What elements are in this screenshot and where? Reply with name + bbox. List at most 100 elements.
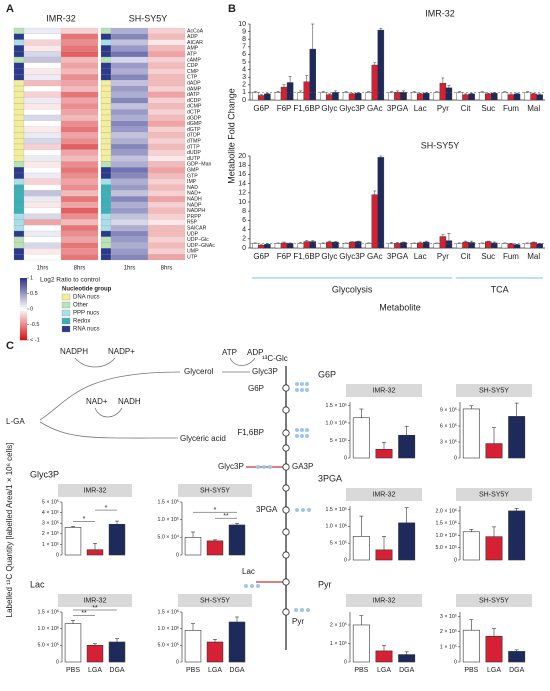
x-tick-label: Glyc bbox=[321, 252, 337, 261]
chart-header-label: SH-SY5Y bbox=[200, 487, 230, 494]
group-cell bbox=[13, 225, 25, 232]
y-tick-label: 5.0 × 10⁵ bbox=[436, 545, 458, 551]
legend-label: RNA nucs bbox=[73, 327, 100, 333]
heat-cell bbox=[110, 167, 149, 174]
y-tick-label: 2 bbox=[242, 236, 246, 243]
y-tick-label: 8 bbox=[242, 208, 246, 215]
heat-cell bbox=[147, 225, 186, 232]
bar bbox=[410, 243, 418, 249]
heat-cell bbox=[23, 225, 62, 232]
group-cell bbox=[13, 109, 25, 116]
row-label: CMP bbox=[187, 69, 199, 75]
y-tick-label: 0 bbox=[344, 557, 347, 563]
cofactor-label: NADH bbox=[118, 397, 141, 406]
column-label: 1hrs bbox=[124, 266, 136, 272]
legend-label: Redox bbox=[73, 319, 90, 325]
y-tick-label: 5.0 × 10⁵ bbox=[158, 643, 180, 649]
heat-cell bbox=[110, 196, 149, 203]
bar bbox=[342, 243, 350, 249]
group-cell bbox=[13, 33, 25, 40]
heat-cell bbox=[147, 207, 186, 214]
heat-cell bbox=[60, 242, 99, 249]
heat-cell bbox=[23, 219, 62, 226]
heat-cell bbox=[147, 138, 186, 145]
row-label: dGTP bbox=[187, 127, 201, 133]
node-label: G6P bbox=[248, 384, 264, 393]
heat-cell bbox=[110, 51, 149, 58]
legend-swatch bbox=[61, 309, 71, 317]
bar bbox=[394, 243, 401, 249]
colorbar-step bbox=[20, 325, 27, 328]
dot bbox=[250, 584, 254, 588]
group-cell bbox=[13, 45, 25, 52]
bar bbox=[507, 243, 515, 249]
bar bbox=[286, 243, 294, 249]
x-tick-label: PBS bbox=[464, 667, 478, 674]
heat-cell bbox=[147, 109, 186, 116]
heat-cell bbox=[60, 85, 99, 92]
bar bbox=[332, 92, 339, 101]
heat-cell bbox=[23, 172, 62, 179]
metabolite-title: 3PGA bbox=[318, 473, 342, 483]
colorbar-step bbox=[20, 300, 27, 304]
node-label: Lac bbox=[242, 567, 255, 576]
dot bbox=[256, 465, 260, 469]
x-tick-label: LGA bbox=[377, 667, 391, 674]
bar bbox=[394, 92, 401, 101]
bar bbox=[309, 241, 317, 249]
colorbar-step bbox=[20, 323, 27, 326]
colorbar-step bbox=[20, 284, 27, 287]
bar bbox=[398, 522, 416, 561]
bar bbox=[398, 654, 416, 663]
bar bbox=[416, 93, 424, 101]
x-tick-label: LGA bbox=[487, 667, 501, 674]
y-tick-label: 0 bbox=[56, 552, 59, 558]
bar bbox=[462, 241, 469, 249]
heat-cell bbox=[60, 33, 99, 40]
heat-cell bbox=[23, 27, 62, 34]
arrow bbox=[39, 371, 181, 421]
node bbox=[282, 406, 290, 414]
group-cell bbox=[100, 201, 112, 208]
row-label: PRPP bbox=[187, 214, 202, 220]
heat-cell bbox=[147, 167, 186, 174]
bar bbox=[108, 523, 126, 556]
row-label: dTMP bbox=[187, 138, 201, 144]
node-label: 3PGA bbox=[256, 505, 278, 514]
bar bbox=[485, 241, 492, 249]
bar bbox=[462, 94, 469, 101]
heat-cell bbox=[23, 149, 62, 156]
group-cell bbox=[100, 143, 112, 150]
group-cell bbox=[100, 225, 112, 232]
row-label: NAD+ bbox=[187, 191, 201, 197]
heat-cell bbox=[60, 161, 99, 168]
bar bbox=[326, 241, 333, 249]
dot bbox=[300, 382, 304, 386]
heat-cell bbox=[60, 45, 99, 52]
legend-swatch bbox=[61, 293, 71, 301]
colorbar-step bbox=[20, 280, 27, 283]
bar bbox=[491, 242, 498, 249]
row-label: dTDP bbox=[187, 133, 201, 139]
row-label: NADPH bbox=[187, 208, 205, 214]
bar bbox=[228, 524, 246, 556]
bar bbox=[478, 92, 486, 101]
dot bbox=[305, 434, 309, 438]
row-label: dUDP bbox=[187, 150, 201, 156]
x-tick-label: G6P bbox=[253, 104, 269, 113]
colorbar-step bbox=[20, 331, 27, 335]
bar bbox=[423, 241, 430, 249]
y-tick-label: 10 bbox=[238, 21, 246, 28]
row-label: UDP bbox=[187, 231, 198, 237]
dot bbox=[256, 584, 260, 588]
heat-cell bbox=[23, 254, 62, 261]
heat-cell bbox=[147, 242, 186, 249]
heat-cell bbox=[60, 138, 99, 145]
bar bbox=[371, 64, 379, 101]
y-tick-label: 3 bbox=[242, 74, 246, 81]
heat-cell bbox=[147, 172, 186, 179]
bar bbox=[274, 243, 282, 249]
bar bbox=[524, 92, 531, 101]
row-label: GTP bbox=[187, 173, 198, 179]
bar bbox=[365, 243, 372, 249]
